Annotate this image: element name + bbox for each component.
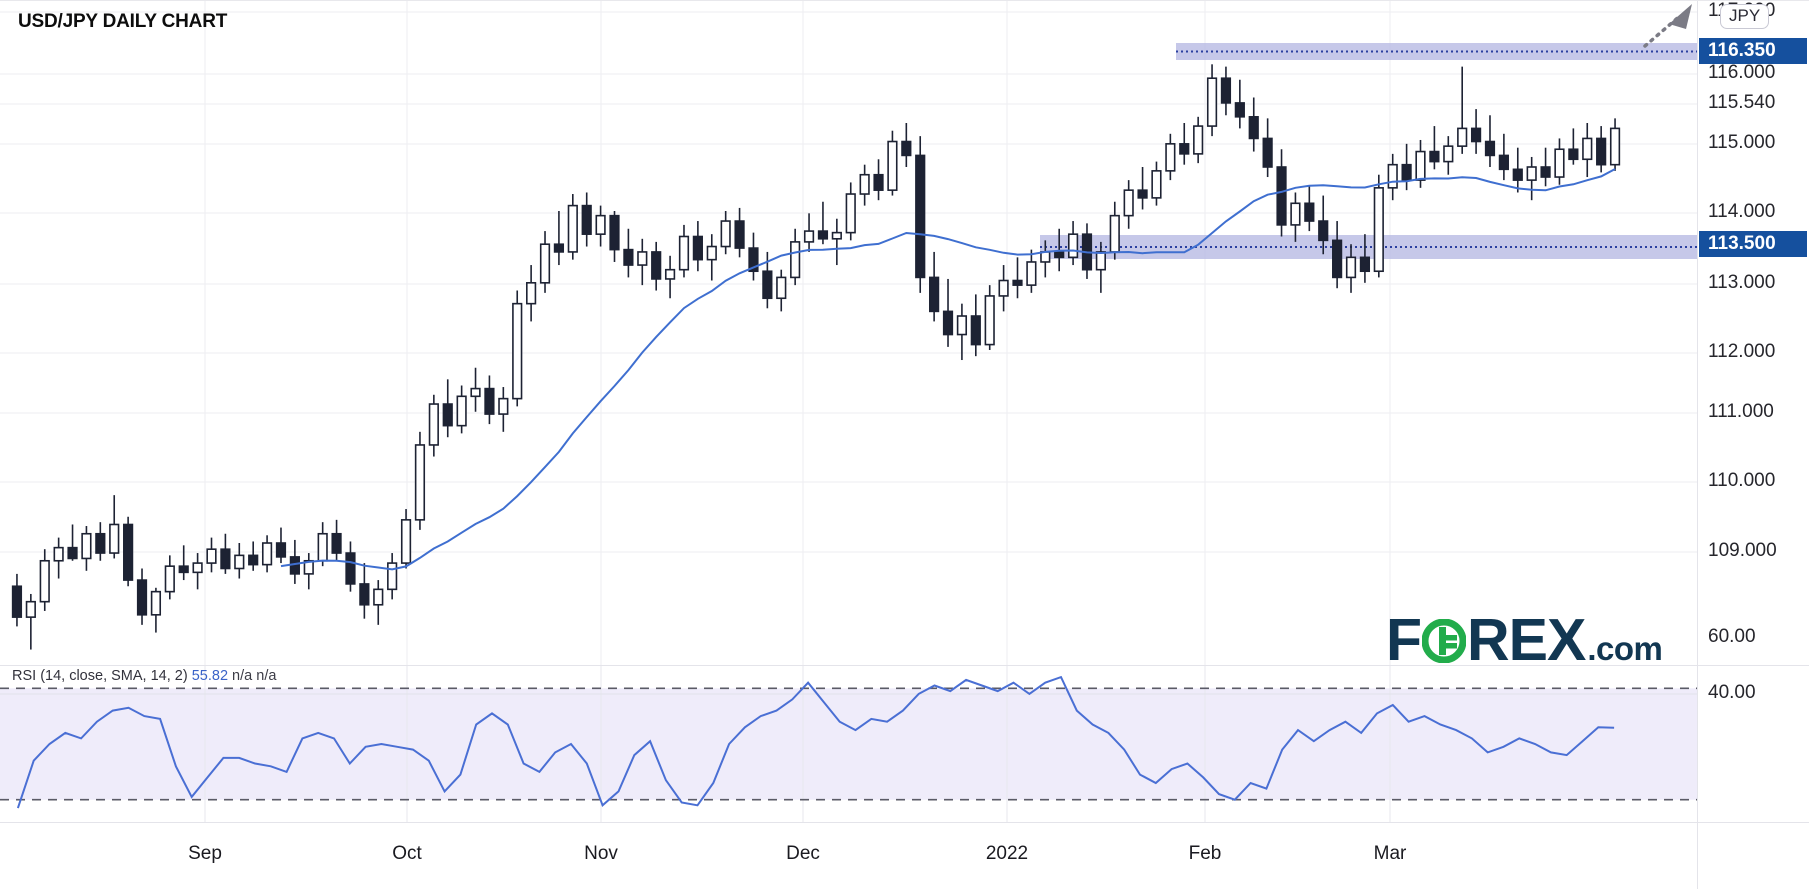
price-axis-label: 112.000 — [1708, 341, 1776, 362]
rsi-indicator-panel[interactable]: RSI (14, close, SMA, 14, 2) 55.82 n/a n/… — [0, 666, 1698, 823]
time-axis-label: 2022 — [985, 843, 1029, 864]
price-chart-panel[interactable] — [0, 1, 1698, 666]
price-chart-svg — [0, 1, 1697, 665]
rsi-axis-label: 40.00 — [1708, 682, 1756, 703]
price-axis-label: 113.500 — [1699, 231, 1807, 257]
time-axis-label: Dec — [786, 843, 820, 864]
time-axis-label: Oct — [392, 843, 422, 864]
page-title: USD/JPY DAILY CHART — [18, 11, 228, 32]
logo-text-main: F REX — [1386, 606, 1586, 674]
price-axis-label: 109.000 — [1708, 540, 1777, 561]
price-axis-label: 110.000 — [1708, 470, 1776, 491]
euro-symbol-icon — [1422, 619, 1467, 663]
price-axis-label: 116.350 — [1699, 38, 1807, 64]
logo-text-rex: REX — [1467, 607, 1586, 673]
price-axis-label: 111.000 — [1708, 401, 1774, 422]
price-axis-label: 114.000 — [1708, 201, 1776, 222]
rsi-axis-label: 60.00 — [1708, 626, 1756, 647]
time-axis-label: Nov — [584, 843, 618, 864]
rsi-legend-extra2: n/a — [256, 668, 277, 684]
price-axis-label: 113.000 — [1708, 272, 1776, 293]
rsi-axis[interactable]: 60.00 40.00 — [1698, 626, 1809, 823]
price-axis[interactable]: JPY 117.000116.350116.000115.540115.0001… — [1698, 1, 1809, 666]
time-axis[interactable]: Sep Oct Nov Dec 2022 Feb Mar — [0, 823, 1698, 889]
rsi-legend-value: 55.82 — [191, 668, 229, 684]
time-axis-label: Feb — [1188, 843, 1222, 864]
price-axis-label: 115.540 — [1708, 92, 1776, 113]
price-axis-label: 115.000 — [1708, 132, 1776, 153]
time-axis-label: Mar — [1373, 843, 1407, 864]
logo-letter-f: F — [1386, 607, 1422, 673]
currency-badge: JPY — [1720, 4, 1770, 29]
logo-text-com: .com — [1587, 630, 1663, 667]
price-axis-label: 116.000 — [1708, 62, 1776, 83]
rsi-legend: RSI (14, close, SMA, 14, 2) 55.82 n/a n/… — [12, 668, 276, 684]
forex-logo: F REX .com — [1386, 606, 1663, 674]
rsi-legend-name: RSI (14, close, SMA, 14, 2) — [12, 668, 188, 684]
rsi-legend-extra1: n/a — [232, 668, 253, 684]
time-axis-label: Sep — [188, 843, 222, 864]
rsi-chart-svg — [0, 666, 1697, 822]
